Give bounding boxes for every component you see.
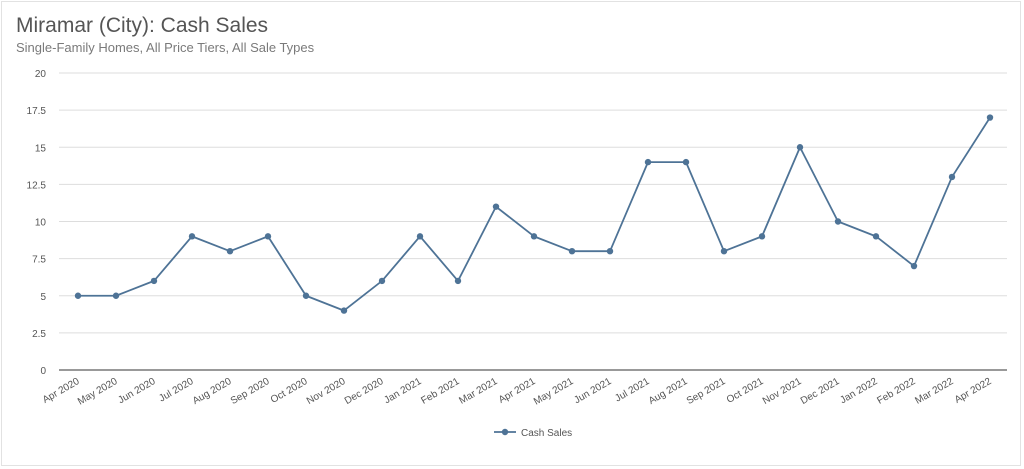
x-tick-label: Oct 2020 [269,376,310,406]
data-point[interactable] [872,233,880,240]
x-tick-label: Jan 2022 [838,376,880,406]
x-tick-label: Jul 2021 [613,376,652,405]
x-tick-label: Jun 2021 [572,376,614,406]
y-tick-label: 12.5 [27,180,47,191]
data-point[interactable] [226,248,234,255]
y-tick-label: 20 [35,69,47,80]
x-tick-label: Apr 2022 [953,376,994,406]
x-tick-label: Jun 2020 [116,376,158,406]
x-tick-label: Aug 2021 [647,376,690,407]
data-point[interactable] [682,158,690,166]
data-point[interactable] [150,277,158,285]
x-tick-label: Mar 2022 [913,376,955,407]
data-point[interactable] [910,262,918,270]
x-tick-label: Jan 2021 [382,376,424,406]
y-tick-label: 7.5 [32,255,46,266]
x-tick-label: Dec 2021 [799,376,842,407]
chart-subtitle: Single-Family Homes, All Price Tiers, Al… [16,40,315,55]
y-tick-label: 17.5 [27,106,47,117]
data-point[interactable] [74,292,82,299]
x-tick-label: Nov 2021 [761,376,804,407]
x-tick-label: Mar 2021 [457,376,499,407]
data-point[interactable] [340,307,348,314]
y-tick-label: 5 [40,292,46,303]
x-tick-label: Jul 2020 [157,376,196,405]
x-tick-label: May 2021 [532,376,576,408]
x-tick-label: Sep 2020 [229,376,272,407]
data-point[interactable] [758,233,766,240]
series-cash-sales [74,114,994,314]
data-point[interactable] [416,233,424,240]
y-tick-label: 2.5 [32,329,46,340]
x-tick-label: Apr 2020 [41,376,82,406]
y-tick-label: 15 [35,143,47,154]
data-point[interactable] [796,144,804,151]
y-tick-label: 10 [35,218,47,229]
data-point[interactable] [834,218,842,225]
legend-label: Cash Sales [521,428,572,439]
x-tick-label: Oct 2021 [725,376,766,406]
x-tick-label: Dec 2020 [343,376,386,407]
x-tick-label: May 2020 [76,376,120,408]
data-point[interactable] [264,233,272,240]
x-tick-label: Aug 2020 [191,376,234,407]
x-tick-label: Apr 2021 [497,376,538,406]
legend-marker [501,428,509,436]
x-tick-label: Nov 2020 [305,376,348,407]
data-point[interactable] [948,173,956,181]
data-point[interactable] [492,203,500,210]
data-point[interactable] [302,292,310,299]
data-point[interactable] [530,233,538,240]
y-axis-tick-labels: 0 2.5 5 7.5 10 12.5 15 17.5 20 [27,69,47,377]
data-point[interactable] [568,248,576,255]
x-tick-label: Feb 2022 [875,376,917,407]
y-tick-label: 0 [40,366,46,377]
data-point[interactable] [720,248,728,255]
data-point[interactable] [112,292,120,299]
data-point[interactable] [606,248,614,255]
chart-title: Miramar (City): Cash Sales [16,14,269,37]
data-point[interactable] [188,233,196,240]
data-point[interactable] [986,114,994,121]
data-point[interactable] [644,158,652,166]
series-line [78,117,991,312]
data-point[interactable] [454,277,462,285]
data-point[interactable] [378,277,386,285]
x-tick-label: Feb 2021 [419,376,461,407]
x-tick-label: Sep 2021 [685,376,728,407]
gridlines [59,72,1007,334]
legend[interactable]: Cash Sales [494,428,572,439]
